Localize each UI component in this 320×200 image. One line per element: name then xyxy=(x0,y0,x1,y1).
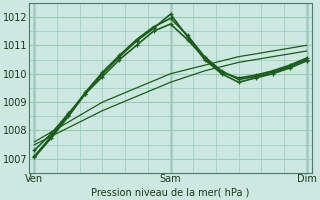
X-axis label: Pression niveau de la mer( hPa ): Pression niveau de la mer( hPa ) xyxy=(91,187,250,197)
